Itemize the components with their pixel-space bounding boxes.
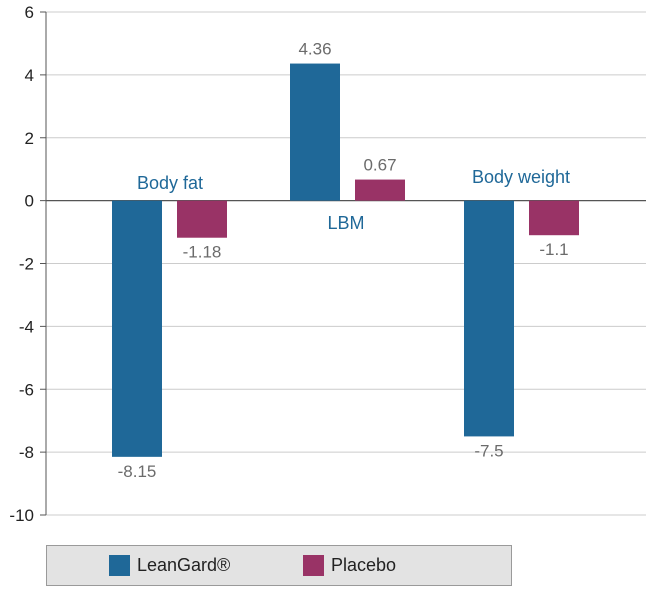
bar [290, 63, 340, 201]
data-label: -1.1 [539, 240, 568, 259]
bar [529, 200, 579, 236]
y-tick-label: -10 [9, 506, 34, 525]
category-label: Body fat [137, 173, 203, 193]
y-tick-label: 4 [25, 66, 34, 85]
category-label: LBM [327, 213, 364, 233]
bar [112, 200, 162, 457]
y-tick-label: 2 [25, 129, 34, 148]
bar-chart: 6 4 2 0 -2 -4 -6 -8 -10 -8.15 4.36 -7.5 -1.18 0.67 -1.… [9, 3, 646, 525]
data-label: -1.18 [183, 243, 222, 262]
data-label: 4.36 [298, 40, 331, 59]
y-tick-label: 0 [25, 192, 34, 211]
y-tick-label: -4 [19, 317, 34, 336]
legend-item-leangard: LeanGard® [109, 555, 230, 576]
legend-item-placebo: Placebo [303, 555, 396, 576]
y-tick-label: -8 [19, 443, 34, 462]
y-tick-label: 6 [25, 3, 34, 22]
y-tick-label: -6 [19, 380, 34, 399]
data-label: -8.15 [118, 462, 157, 481]
legend-swatch-placebo [303, 555, 324, 576]
bar [355, 179, 405, 201]
legend-swatch-leangard [109, 555, 130, 576]
legend-label-leangard: LeanGard® [137, 555, 231, 575]
y-tick-label: -2 [19, 255, 34, 274]
data-label: -7.5 [474, 441, 503, 460]
bar [464, 200, 514, 437]
legend-label-placebo: Placebo [331, 555, 397, 575]
category-label: Body weight [472, 167, 570, 187]
data-label: 0.67 [363, 156, 396, 175]
bar [177, 200, 227, 238]
legend: LeanGard® Placebo [46, 545, 512, 586]
